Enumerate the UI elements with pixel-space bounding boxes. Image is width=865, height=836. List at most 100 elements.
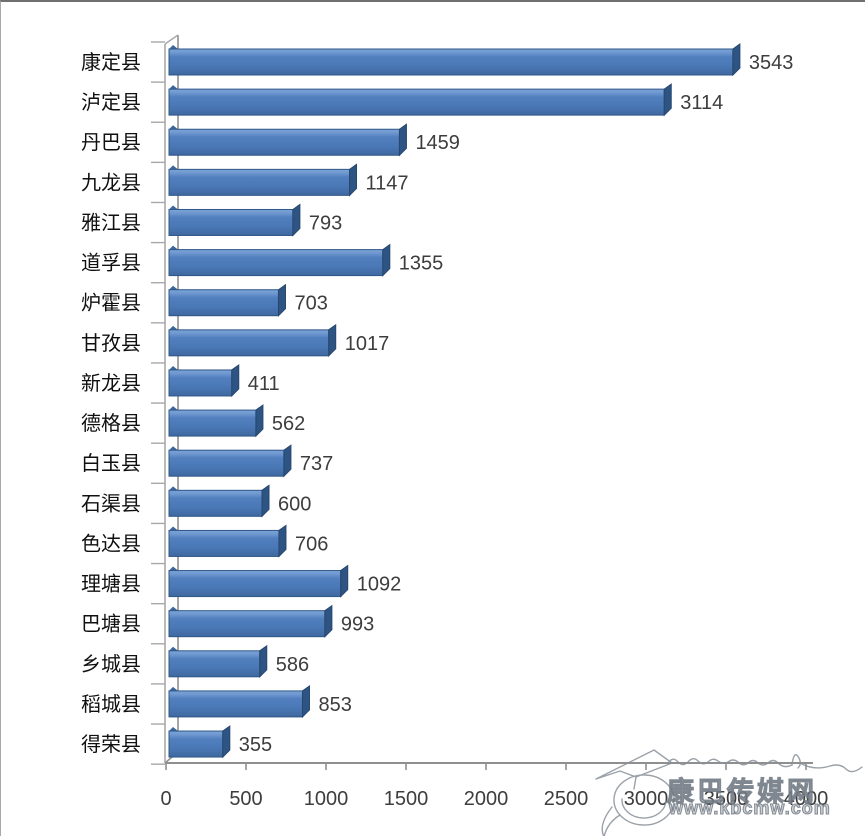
x-tick-label: 0	[160, 788, 171, 810]
category-label: 泸定县	[81, 91, 141, 114]
category-label: 雅江县	[81, 211, 141, 234]
bar	[168, 449, 285, 477]
bar-top-left-bevel	[169, 365, 178, 370]
value-label: 1092	[357, 574, 402, 596]
bar-top-left-bevel	[169, 646, 178, 651]
x-tick-label: 3000	[624, 788, 669, 810]
value-label: 562	[272, 413, 305, 435]
bar-end-cap	[340, 564, 349, 598]
bar-top-left-bevel	[169, 125, 178, 130]
bar-end-cap	[222, 725, 231, 759]
x-tick-label: 2000	[464, 788, 509, 810]
bar-end-cap	[301, 684, 310, 719]
bar-end-cap	[277, 283, 286, 317]
bar	[168, 48, 734, 76]
value-label: 1017	[345, 333, 390, 355]
bar-end-cap	[255, 404, 264, 438]
category-label: 巴塘县	[81, 613, 141, 636]
bar	[168, 570, 342, 598]
bar	[168, 409, 257, 437]
value-label: 355	[239, 734, 272, 756]
bar-end-cap	[328, 323, 337, 358]
category-label: 理塘县	[81, 573, 141, 596]
bar-end-cap	[732, 43, 741, 77]
category-label: 丹巴县	[81, 132, 141, 154]
value-label: 993	[341, 614, 374, 636]
category-label: 道孚县	[81, 252, 141, 275]
bar-top-left-bevel	[169, 566, 178, 571]
value-label: 586	[276, 654, 309, 676]
value-label: 411	[248, 373, 280, 395]
bar-top-left-bevel	[169, 686, 178, 691]
category-label: 新龙县	[81, 372, 141, 395]
bar-top-left-bevel	[169, 45, 178, 49]
category-label: 乡城县	[81, 653, 141, 676]
bar-top-left-bevel	[169, 526, 178, 531]
bar-top-left-bevel	[169, 205, 178, 210]
bar	[168, 369, 233, 397]
bar	[168, 289, 279, 317]
x-tick-label: 500	[229, 788, 262, 810]
value-label: 3114	[680, 92, 723, 114]
bar	[168, 128, 400, 156]
category-label: 石渠县	[81, 492, 141, 515]
bar-end-cap	[382, 243, 391, 277]
bar-top-left-bevel	[169, 245, 178, 250]
axis-top-edge	[164, 34, 179, 45]
bar-end-cap	[259, 644, 268, 679]
bar	[168, 208, 294, 236]
value-label: 600	[278, 493, 311, 515]
bar-top-left-bevel	[169, 285, 178, 290]
bar-end-cap	[398, 123, 407, 157]
bar-end-cap	[283, 444, 292, 478]
bar-end-cap	[261, 484, 270, 518]
category-label: 炉霍县	[81, 292, 141, 315]
category-label: 甘孜县	[81, 332, 141, 355]
category-label: 稻城县	[81, 693, 141, 716]
x-tick-label: 1000	[304, 788, 349, 810]
bar	[168, 529, 280, 557]
x-tick-label: 1500	[384, 788, 429, 810]
bar-top-left-bevel	[169, 446, 178, 451]
bar-top-left-bevel	[169, 406, 178, 411]
bar-top-left-bevel	[169, 85, 178, 90]
value-label: 1147	[366, 172, 409, 194]
bar-end-cap	[278, 524, 287, 558]
bar-top-left-bevel	[169, 325, 178, 330]
bar-top-left-bevel	[169, 727, 178, 732]
bar-end-cap	[324, 604, 333, 638]
value-label: 706	[295, 533, 328, 555]
bar	[168, 650, 261, 678]
category-label: 得荣县	[81, 733, 141, 756]
bar-end-cap	[663, 83, 672, 117]
bar-end-cap	[349, 163, 358, 197]
bar	[168, 329, 330, 357]
value-label: 793	[309, 212, 342, 234]
x-tick-label: 4000	[784, 788, 829, 810]
category-label: 康定县	[81, 51, 141, 74]
category-label: 色达县	[81, 532, 141, 555]
bar-end-cap	[292, 203, 301, 237]
value-label: 1459	[415, 132, 460, 154]
bar	[168, 168, 351, 196]
value-label: 703	[294, 293, 327, 315]
value-label: 3543	[749, 52, 794, 74]
category-label: 白玉县	[81, 452, 141, 475]
value-label: 737	[300, 453, 333, 475]
bar-top-left-bevel	[169, 486, 178, 491]
x-tick-label: 2500	[544, 788, 589, 810]
bar-top-left-bevel	[169, 165, 178, 170]
bar	[168, 489, 263, 517]
x-tick-label: 3500	[704, 788, 749, 810]
bar	[168, 249, 384, 277]
value-label: 1355	[399, 253, 444, 275]
bar-top-left-bevel	[169, 606, 178, 611]
bar	[168, 610, 326, 638]
bar	[168, 690, 303, 718]
category-label: 德格县	[81, 412, 141, 435]
value-label: 853	[318, 694, 351, 716]
bar-end-cap	[231, 363, 240, 398]
bar	[168, 730, 224, 758]
